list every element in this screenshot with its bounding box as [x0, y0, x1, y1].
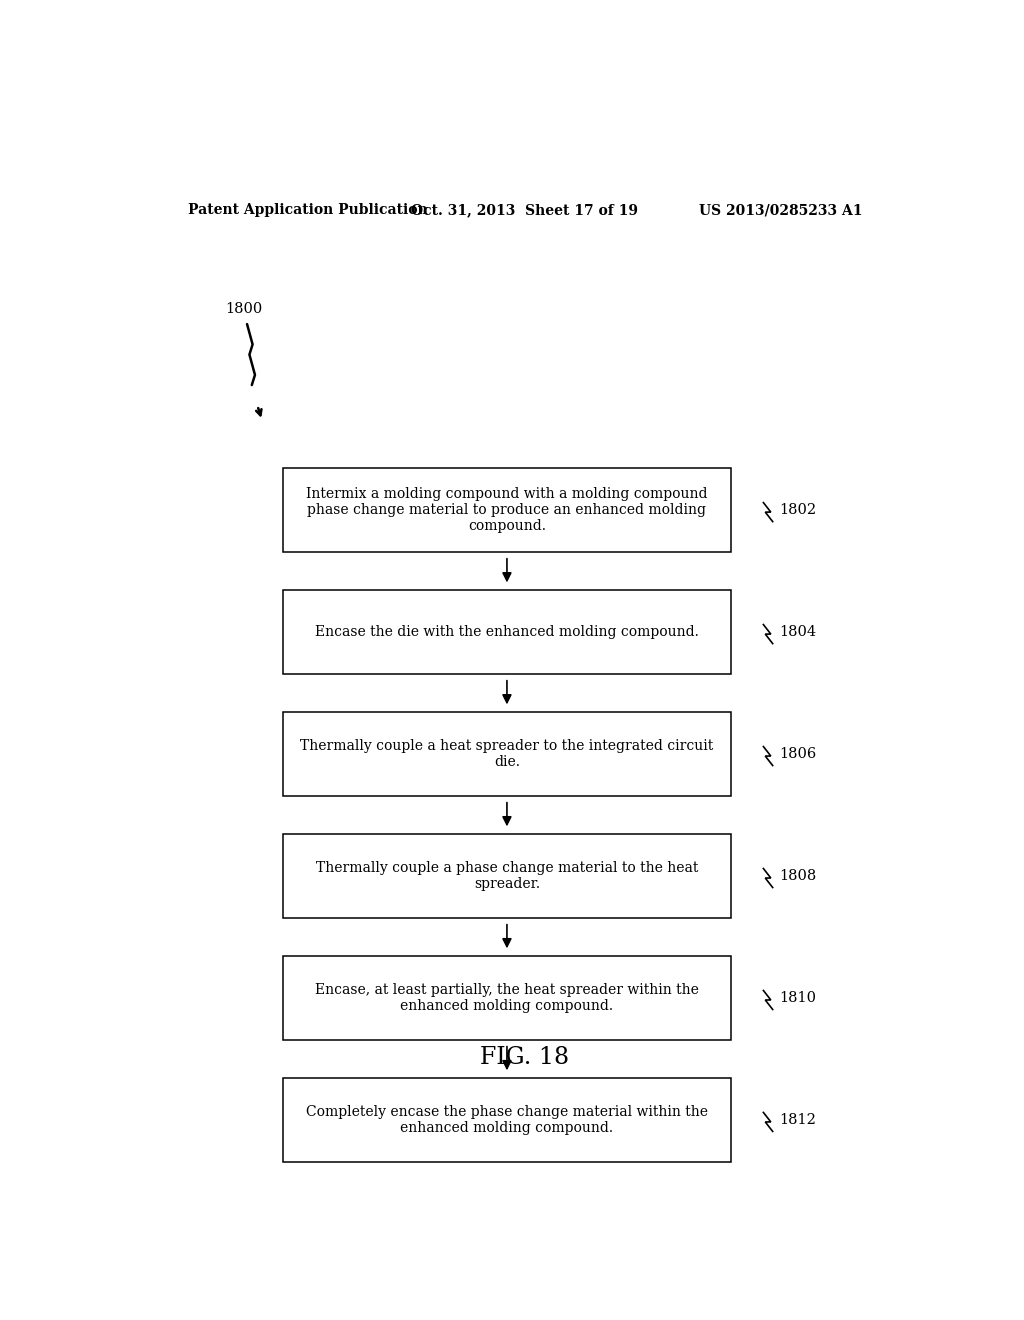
Bar	[283, 834, 731, 917]
Bar	[283, 1078, 731, 1162]
Text: 1802: 1802	[779, 503, 816, 517]
Text: Encase the die with the enhanced molding compound.: Encase the die with the enhanced molding…	[315, 626, 699, 639]
Text: Encase, at least partially, the heat spreader within the
enhanced molding compou: Encase, at least partially, the heat spr…	[315, 983, 699, 1012]
Text: 1812: 1812	[779, 1113, 816, 1127]
Text: Completely encase the phase change material within the
enhanced molding compound: Completely encase the phase change mater…	[306, 1105, 708, 1135]
Bar	[283, 590, 731, 673]
Text: 1810: 1810	[779, 991, 816, 1005]
Text: 1806: 1806	[779, 747, 816, 762]
Text: Oct. 31, 2013  Sheet 17 of 19: Oct. 31, 2013 Sheet 17 of 19	[412, 203, 638, 216]
Text: Thermally couple a heat spreader to the integrated circuit
die.: Thermally couple a heat spreader to the …	[300, 739, 714, 770]
Bar	[283, 713, 731, 796]
Text: Patent Application Publication: Patent Application Publication	[187, 203, 427, 216]
Text: FIG. 18: FIG. 18	[480, 1047, 569, 1069]
Text: Intermix a molding compound with a molding compound
phase change material to pro: Intermix a molding compound with a moldi…	[306, 487, 708, 533]
Text: US 2013/0285233 A1: US 2013/0285233 A1	[698, 203, 862, 216]
Text: Thermally couple a phase change material to the heat
spreader.: Thermally couple a phase change material…	[315, 861, 698, 891]
Text: 1808: 1808	[779, 869, 816, 883]
Text: 1804: 1804	[779, 626, 816, 639]
Bar	[283, 956, 731, 1040]
Text: 1800: 1800	[225, 302, 262, 315]
Bar	[283, 469, 731, 552]
